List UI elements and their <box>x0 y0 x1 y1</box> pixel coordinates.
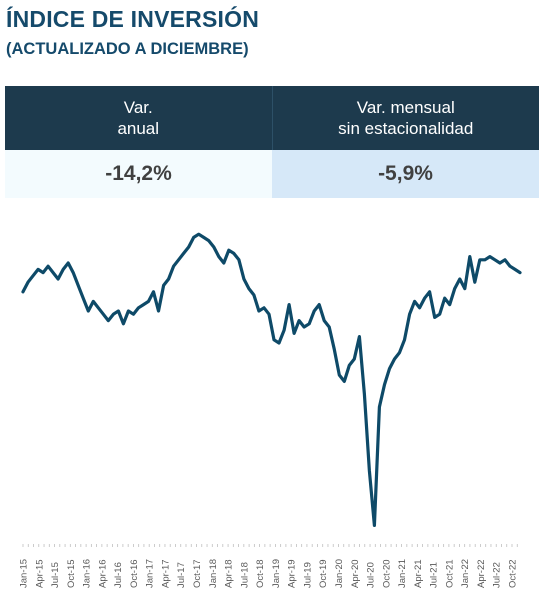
series-line <box>21 232 522 527</box>
kpi-annual-label: Var. anual <box>117 98 160 138</box>
x-tick-label: Oct-15 <box>66 559 77 588</box>
x-tick-label: Jul-16 <box>113 562 124 588</box>
x-tick-label: Oct-20 <box>381 559 392 588</box>
x-tick-label: Jul-17 <box>176 562 187 588</box>
x-tick-label: Apr-18 <box>224 559 235 588</box>
chart-subtitle: (ACTUALIZADO A DICIEMBRE) <box>6 40 249 58</box>
x-tick-label: Jan-15 <box>19 559 30 588</box>
x-tick-label: Apr-21 <box>413 559 424 588</box>
kpi-value-row: -14,2% -5,9% <box>5 150 539 198</box>
x-tick-label: Apr-16 <box>97 559 108 588</box>
kpi-annual-label-cell: Var. anual <box>5 86 272 150</box>
x-tick-label: Jul-22 <box>492 562 503 588</box>
x-tick-label: Jul-21 <box>429 562 440 588</box>
kpi-monthly-value: -5,9% <box>272 150 539 198</box>
x-tick-label: Jan-20 <box>334 559 345 588</box>
chart-title: ÍNDICE DE INVERSIÓN <box>6 6 260 32</box>
kpi-header-row: Var. anual Var. mensual sin estacionalid… <box>5 86 539 150</box>
kpi-annual-value: -14,2% <box>5 150 272 198</box>
x-axis: Jan-15 Apr-15 Jul-15 Oct-15 Jan-16 Apr-16 Jul-… <box>19 544 519 588</box>
x-tick-label: Apr-17 <box>161 559 172 588</box>
x-tick-label: Oct-19 <box>318 559 329 588</box>
kpi-table: Var. anual Var. mensual sin estacionalid… <box>5 86 539 198</box>
kpi-monthly-label: Var. mensual sin estacionalidad <box>338 98 474 138</box>
x-tick-label: Apr-15 <box>34 559 45 588</box>
x-tick-label: Apr-22 <box>476 559 487 588</box>
x-tick-label: Oct-16 <box>129 559 140 588</box>
x-tick-label: Jan-21 <box>397 559 408 588</box>
x-tick-label: Jan-19 <box>271 559 282 588</box>
x-tick-label: Jul-19 <box>302 562 313 588</box>
x-tick-label: Oct-22 <box>508 559 519 588</box>
x-tick-label: Jul-15 <box>50 562 61 588</box>
x-tick-label: Jan-22 <box>460 559 471 588</box>
x-tick-label: Jan-18 <box>208 559 219 588</box>
x-tick-label: Oct-17 <box>192 559 203 588</box>
x-tick-label: Oct-18 <box>255 559 266 588</box>
x-tick-label: Apr-19 <box>287 559 298 588</box>
x-tick-label: Jan-17 <box>145 559 156 588</box>
x-tick-label: Jul-18 <box>239 562 250 588</box>
x-tick-label: Jan-16 <box>82 559 93 588</box>
x-tick-label: Jul-20 <box>366 562 377 588</box>
x-tick-label: Apr-20 <box>350 559 361 588</box>
x-tick-label: Oct-21 <box>444 559 455 588</box>
kpi-monthly-label-cell: Var. mensual sin estacionalidad <box>271 86 540 150</box>
